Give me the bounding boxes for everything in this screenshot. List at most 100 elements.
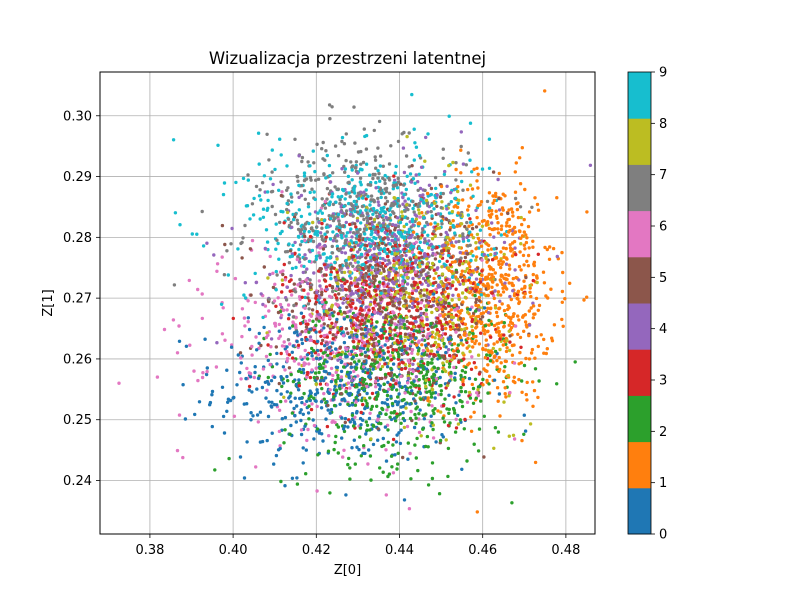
scatter-point	[438, 254, 443, 259]
scatter-point	[384, 316, 388, 320]
scatter-point	[472, 442, 476, 446]
scatter-point	[348, 466, 352, 470]
scatter-point	[510, 210, 515, 214]
scatter-point	[446, 423, 451, 428]
scatter-point	[505, 339, 509, 343]
scatter-point	[376, 392, 380, 396]
scatter-point	[502, 240, 507, 245]
scatter-point	[214, 365, 219, 369]
scatter-point	[396, 176, 400, 181]
scatter-point	[383, 230, 387, 235]
scatter-point	[521, 314, 526, 318]
scatter-point	[429, 209, 433, 214]
scatter-point	[200, 375, 205, 380]
scatter-point	[325, 256, 329, 260]
scatter-point	[411, 244, 416, 249]
scatter-point	[361, 346, 366, 351]
scatter-point	[367, 314, 371, 319]
scatter-point	[389, 394, 393, 399]
scatter-point	[472, 361, 476, 365]
scatter-point	[414, 343, 419, 347]
scatter-point	[397, 283, 402, 288]
scatter-point	[300, 159, 304, 164]
scatter-point	[252, 196, 256, 201]
scatter-point	[320, 237, 324, 242]
scatter-point	[395, 375, 399, 379]
scatter-point	[344, 355, 348, 359]
scatter-point	[364, 420, 368, 424]
scatter-point	[273, 167, 277, 172]
scatter-point	[372, 257, 377, 262]
scatter-point	[364, 162, 369, 166]
scatter-point	[356, 282, 360, 286]
scatter-point	[267, 400, 271, 404]
scatter-point	[372, 300, 377, 304]
scatter-point	[455, 277, 459, 282]
scatter-point	[268, 177, 273, 181]
scatter-point	[395, 216, 400, 220]
scatter-point	[318, 330, 322, 334]
scatter-point	[319, 379, 323, 383]
scatter-point	[398, 307, 402, 311]
scatter-point	[321, 247, 326, 251]
scatter-point	[343, 170, 347, 174]
scatter-point	[367, 308, 371, 312]
scatter-point	[523, 247, 527, 251]
scatter-point	[376, 365, 380, 369]
scatter-point	[414, 173, 418, 177]
scatter-point	[270, 189, 275, 194]
scatter-point	[226, 397, 231, 401]
scatter-point	[408, 416, 413, 421]
scatter-point	[337, 219, 341, 223]
scatter-point	[419, 363, 423, 367]
scatter-point	[331, 171, 335, 175]
scatter-point	[402, 418, 407, 423]
scatter-point	[398, 441, 403, 446]
scatter-point	[205, 369, 209, 374]
scatter-point	[471, 236, 476, 240]
scatter-point	[392, 196, 396, 200]
scatter-point	[200, 316, 204, 321]
scatter-point	[412, 127, 416, 131]
scatter-point	[508, 390, 512, 395]
scatter-point	[416, 235, 420, 239]
scatter-point	[448, 379, 452, 383]
scatter-point	[432, 229, 436, 234]
scatter-point	[425, 291, 430, 295]
scatter-point	[495, 386, 500, 390]
scatter-point	[279, 399, 283, 404]
scatter-point	[479, 399, 483, 403]
scatter-point	[307, 362, 311, 366]
scatter-point	[243, 324, 247, 328]
scatter-point	[383, 320, 387, 324]
scatter-point	[520, 146, 524, 150]
scatter-point	[265, 379, 270, 384]
scatter-point	[480, 269, 484, 273]
scatter-point	[455, 224, 459, 228]
scatter-point	[328, 491, 332, 495]
scatter-point	[474, 277, 479, 281]
scatter-point	[245, 402, 249, 406]
scatter-point	[463, 269, 467, 274]
scatter-point	[416, 302, 420, 306]
scatter-point	[413, 443, 417, 447]
scatter-point	[314, 294, 318, 298]
scatter-point	[365, 404, 369, 408]
scatter-point	[512, 225, 517, 230]
scatter-point	[518, 229, 522, 233]
scatter-point	[368, 244, 373, 249]
scatter-point	[550, 336, 554, 340]
scatter-point	[389, 315, 393, 319]
scatter-point	[396, 139, 401, 144]
scatter-point	[455, 205, 460, 209]
scatter-point	[301, 367, 306, 372]
scatter-point	[454, 313, 458, 317]
scatter-point	[265, 240, 270, 244]
scatter-point	[491, 170, 496, 174]
scatter-point	[339, 375, 344, 379]
scatter-point	[453, 371, 457, 376]
scatter-point	[320, 147, 324, 151]
scatter-point	[396, 238, 400, 242]
scatter-point	[269, 345, 273, 349]
scatter-point	[384, 375, 388, 379]
